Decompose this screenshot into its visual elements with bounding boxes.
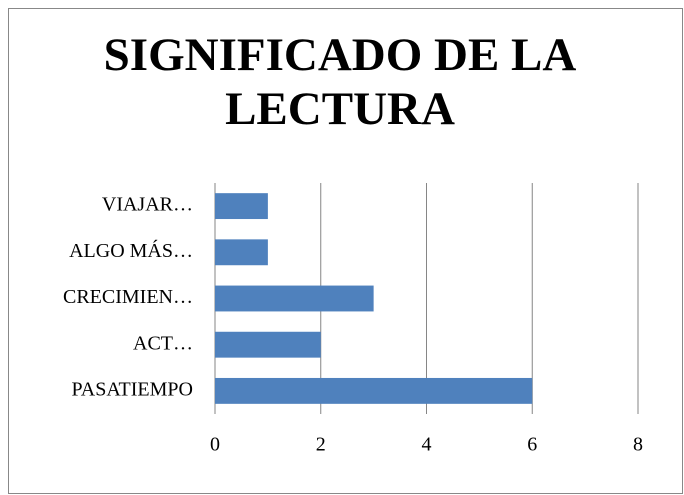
chart-border <box>8 8 683 494</box>
y-tick-label: CRECIMIEN… <box>63 286 193 308</box>
x-tick-label: 8 <box>633 434 643 456</box>
y-tick-label: ACT… <box>133 332 193 354</box>
bar <box>215 285 374 312</box>
bar <box>215 239 268 266</box>
y-tick-label: VIAJAR… <box>102 194 193 216</box>
x-tick-label: 4 <box>422 434 432 456</box>
bar <box>215 377 533 404</box>
bar <box>215 331 321 358</box>
x-tick-label: 6 <box>527 434 537 456</box>
bar <box>215 193 268 220</box>
chart-title: SIGNIFICADO DE LA LECTURA <box>103 29 577 135</box>
x-tick-label: 0 <box>210 434 220 456</box>
y-tick-label: ALGO MÁS… <box>69 239 193 262</box>
x-tick-label: 2 <box>316 434 326 456</box>
y-tick-label: PASATIEMPO <box>71 378 193 400</box>
